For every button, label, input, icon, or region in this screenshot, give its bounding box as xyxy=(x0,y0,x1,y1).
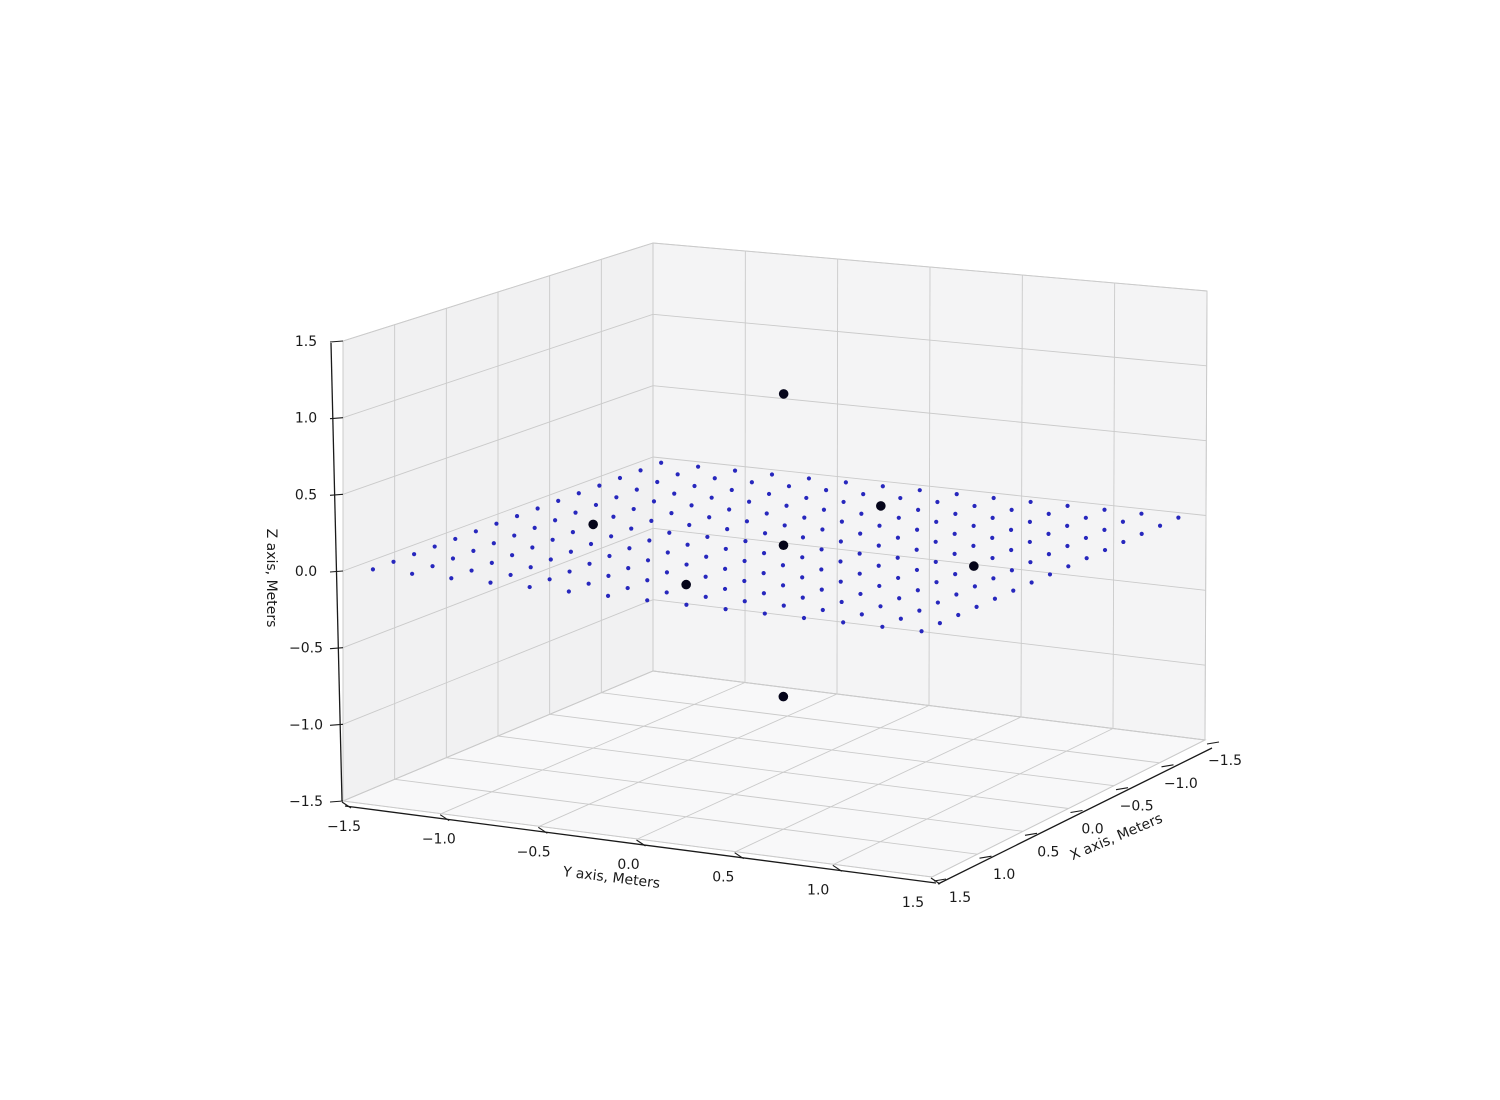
svg-text:−1.0: −1.0 xyxy=(1164,776,1198,792)
svg-text:1.5: 1.5 xyxy=(949,890,971,906)
svg-text:−1.5: −1.5 xyxy=(289,794,323,810)
svg-text:1.0: 1.0 xyxy=(993,867,1015,883)
svg-text:0.5: 0.5 xyxy=(1037,844,1059,860)
svg-text:0.0: 0.0 xyxy=(295,564,317,580)
axes-panes xyxy=(341,242,1208,878)
svg-text:0.5: 0.5 xyxy=(712,870,734,886)
svg-text:−1.5: −1.5 xyxy=(327,819,361,835)
svg-text:1.5: 1.5 xyxy=(295,334,317,350)
svg-text:0.0: 0.0 xyxy=(1081,822,1103,838)
plane-grid-points xyxy=(370,460,1181,634)
svg-text:1.5: 1.5 xyxy=(902,895,924,911)
svg-text:−1.5: −1.5 xyxy=(1208,753,1242,769)
y-axis-label: Y axis, Meters xyxy=(561,864,661,892)
svg-text:−0.5: −0.5 xyxy=(517,844,551,860)
svg-text:−1.0: −1.0 xyxy=(289,717,323,733)
tick-marks xyxy=(329,340,1220,885)
z-axis-label: Z axis, Meters xyxy=(263,529,279,628)
svg-text:1.0: 1.0 xyxy=(295,411,317,427)
svg-text:−1.0: −1.0 xyxy=(422,832,456,848)
landmark-points xyxy=(588,389,979,702)
svg-text:0.0: 0.0 xyxy=(617,857,639,873)
tick-labels: −1.5 −1.0 −0.5 0.0 0.5 1.0 1.5 −1.5 −1.0 −0.5 0.0 0… xyxy=(289,334,1242,911)
svg-text:−0.5: −0.5 xyxy=(289,641,323,657)
svg-text:−0.5: −0.5 xyxy=(1120,799,1154,815)
svg-text:0.5: 0.5 xyxy=(295,487,317,503)
svg-text:1.0: 1.0 xyxy=(807,882,829,898)
